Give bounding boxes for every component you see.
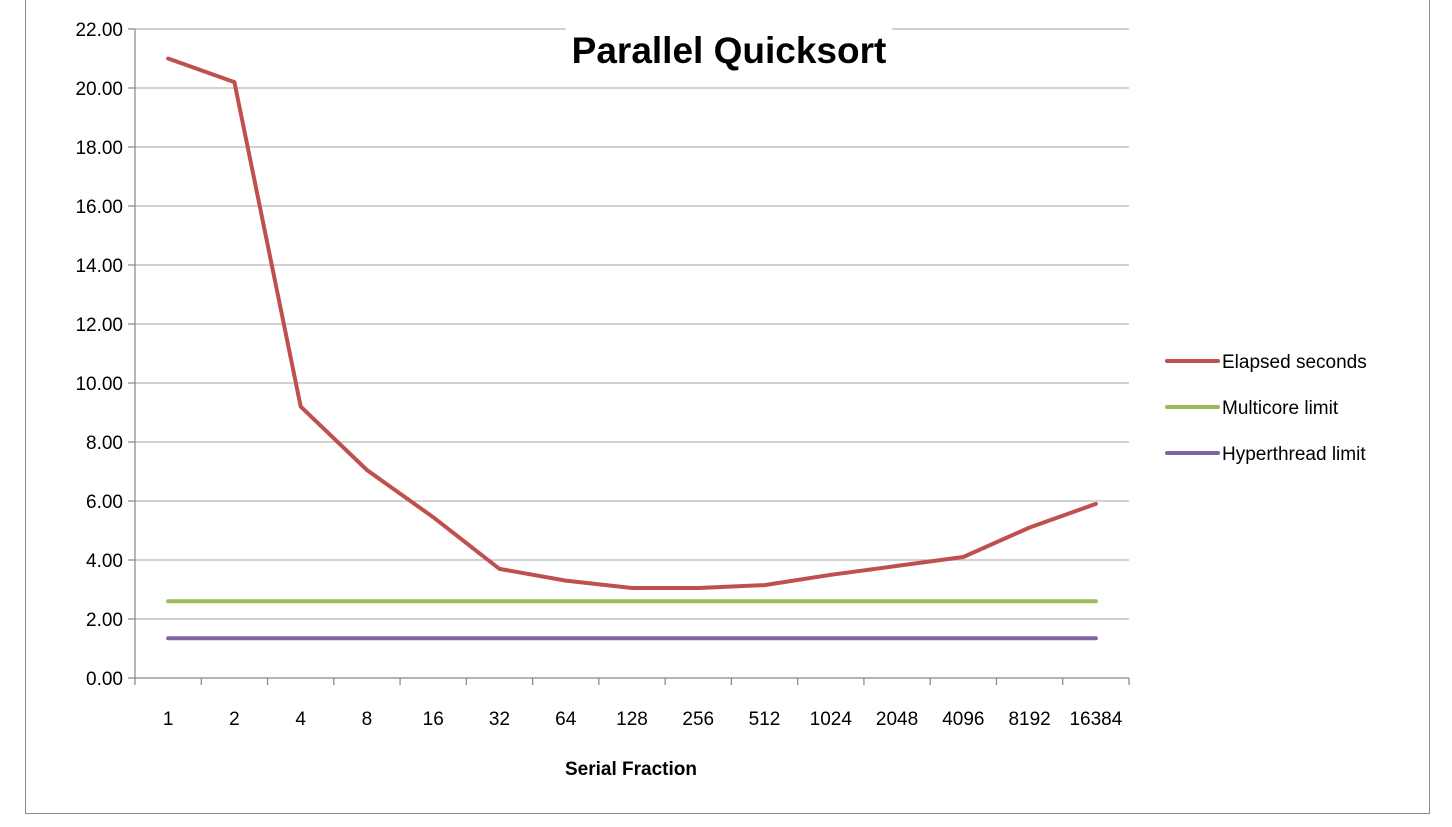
x-tick-label: 8192	[1008, 709, 1050, 730]
y-tick-label: 8.00	[86, 433, 123, 454]
x-tick-label: 4096	[942, 709, 984, 730]
x-tick-label: 512	[749, 709, 781, 730]
x-tick-label: 1	[163, 709, 174, 730]
axis-layer: 0.00 2.00 4.00 6.00 8.00 10.00 12.00 14.00 16.00…	[75, 20, 1130, 730]
x-tick-label: 64	[555, 709, 577, 730]
y-tick-label: 4.00	[86, 551, 123, 572]
grid-layer	[135, 28, 1129, 620]
x-tick-label: 16	[423, 709, 444, 730]
title-layer: Parallel Quicksort	[565, 28, 893, 73]
legend-item: Multicore limit	[1165, 398, 1339, 419]
x-tick-label: 2	[229, 709, 240, 730]
legend: Elapsed seconds Multicore limit Hyperthrea…	[1165, 352, 1367, 465]
x-tick-label: 256	[682, 709, 714, 730]
y-tick-label: 18.00	[75, 138, 123, 159]
x-tick-label: 4	[295, 709, 306, 730]
y-tick-label: 0.00	[86, 669, 123, 690]
y-tick-label: 6.00	[86, 492, 123, 513]
x-tick-label: 2048	[876, 709, 918, 730]
y-tick-label: 22.00	[75, 20, 123, 41]
y-tick-label: 16.00	[75, 197, 123, 218]
x-tick-label: 8	[362, 709, 373, 730]
legend-label: Elapsed seconds	[1222, 352, 1367, 373]
legend-label: Hyperthread limit	[1222, 444, 1366, 465]
series-line-elapsed-seconds	[166, 56, 1098, 590]
x-tick-label: 128	[616, 709, 648, 730]
y-tick-label: 20.00	[75, 79, 123, 100]
y-tick-label: 10.00	[75, 374, 123, 395]
series-layer	[166, 56, 1098, 641]
chart-title-background	[565, 28, 893, 73]
legend-item: Elapsed seconds	[1165, 352, 1367, 373]
x-axis-title: Serial Fraction	[565, 759, 697, 780]
y-tick-label: 14.00	[75, 256, 123, 277]
y-tick-label: 12.00	[75, 315, 123, 336]
legend-item: Hyperthread limit	[1165, 444, 1366, 465]
chart-title: Parallel Quicksort	[572, 30, 887, 71]
legend-label: Multicore limit	[1222, 398, 1339, 419]
x-tick-label: 32	[489, 709, 510, 730]
x-tick-label: 16384	[1069, 709, 1122, 730]
x-tick-label: 1024	[810, 709, 853, 730]
y-tick-label: 2.00	[86, 610, 123, 631]
